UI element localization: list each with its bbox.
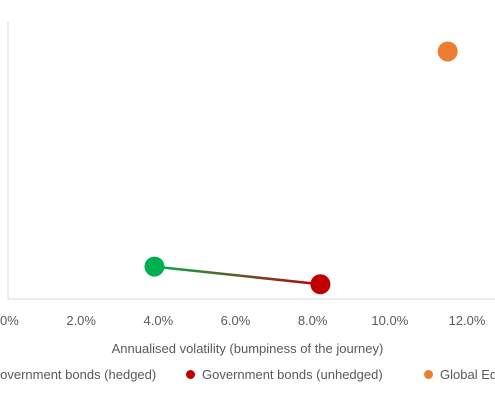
legend-label: Global Equities (440, 367, 495, 382)
x-tick-label: 4.0% (144, 313, 174, 328)
x-tick-labels: 0.0% 2.0% 4.0% 6.0% 8.0% 10.0% 12.0% (0, 313, 486, 328)
legend-marker-dot-icon (424, 370, 433, 379)
x-tick-label: 12.0% (449, 313, 486, 328)
data-points (144, 41, 458, 295)
x-axis-title: Annualised volatility (bumpiness of the … (111, 341, 384, 356)
x-tick-label: 10.0% (371, 313, 408, 328)
legend-label: Government bonds (unhedged) (202, 367, 383, 382)
x-tick-label: 8.0% (298, 313, 328, 328)
connector-lines (154, 265, 321, 286)
legend-marker-dot-icon (186, 370, 195, 379)
legend-item-global-equities: Global Equities (424, 367, 495, 382)
legend-item-government-bonds-unhedged: Government bonds (unhedged) (186, 367, 383, 382)
x-tick-label: 2.0% (66, 313, 96, 328)
x-tick-label: 0.0% (0, 313, 19, 328)
data-point-global-equities (437, 41, 458, 62)
legend: Government bonds (hedged) Government bon… (0, 367, 495, 389)
data-point-government-bonds-hedged (144, 256, 165, 277)
legend-label: Government bonds (hedged) (0, 367, 157, 382)
x-tick-label: 6.0% (221, 313, 251, 328)
data-point-government-bonds-unhedged (310, 274, 331, 295)
connector-line (154, 265, 321, 286)
legend-item-government-bonds-hedged: Government bonds (hedged) (0, 367, 156, 382)
